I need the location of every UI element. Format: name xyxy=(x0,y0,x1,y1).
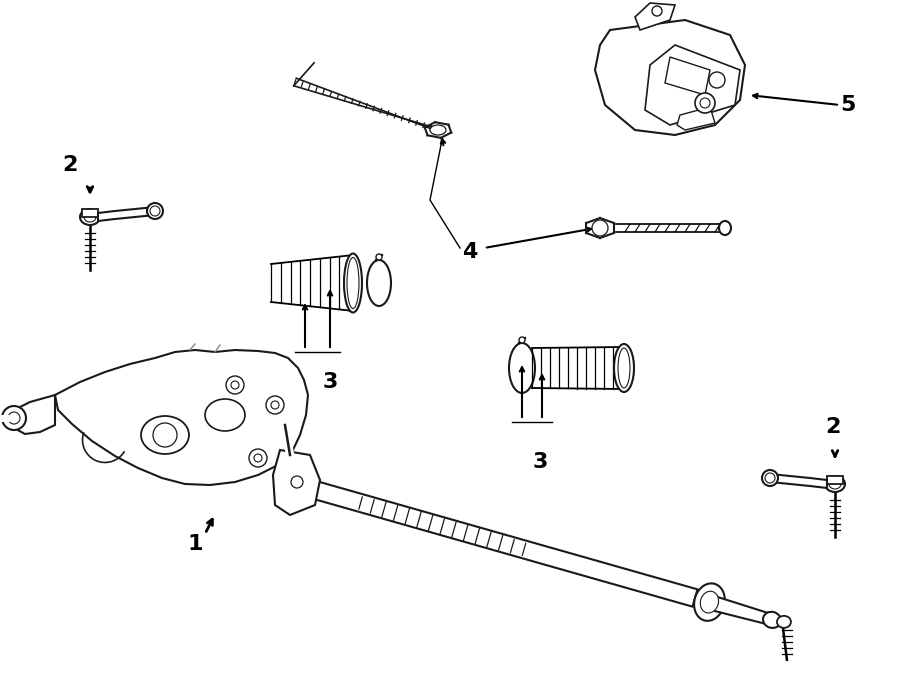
Ellipse shape xyxy=(825,476,845,492)
Circle shape xyxy=(291,476,303,488)
Ellipse shape xyxy=(765,473,775,483)
Polygon shape xyxy=(665,57,710,95)
Text: 1: 1 xyxy=(187,534,202,554)
Ellipse shape xyxy=(829,479,841,489)
Polygon shape xyxy=(273,450,320,515)
Ellipse shape xyxy=(618,348,630,388)
Polygon shape xyxy=(98,207,155,221)
Circle shape xyxy=(652,6,662,16)
Polygon shape xyxy=(312,481,698,607)
Ellipse shape xyxy=(150,206,160,216)
Ellipse shape xyxy=(347,258,359,308)
Circle shape xyxy=(271,401,279,409)
Circle shape xyxy=(231,381,239,389)
Polygon shape xyxy=(770,474,827,488)
Ellipse shape xyxy=(694,583,724,621)
Ellipse shape xyxy=(700,591,718,613)
Polygon shape xyxy=(712,597,773,625)
Polygon shape xyxy=(55,350,308,485)
Polygon shape xyxy=(635,3,675,30)
Circle shape xyxy=(709,72,725,88)
Ellipse shape xyxy=(367,260,391,306)
Circle shape xyxy=(153,423,177,447)
Text: 3: 3 xyxy=(322,372,338,392)
Polygon shape xyxy=(12,395,55,434)
Ellipse shape xyxy=(205,399,245,431)
Circle shape xyxy=(254,454,262,462)
Polygon shape xyxy=(827,476,843,484)
Circle shape xyxy=(695,93,715,113)
Ellipse shape xyxy=(777,616,791,628)
Circle shape xyxy=(592,220,608,236)
Circle shape xyxy=(519,337,525,343)
Circle shape xyxy=(700,98,710,108)
Circle shape xyxy=(376,254,382,260)
Circle shape xyxy=(8,412,20,424)
Ellipse shape xyxy=(762,470,778,486)
Circle shape xyxy=(2,406,26,430)
Ellipse shape xyxy=(430,125,446,135)
Polygon shape xyxy=(677,107,715,130)
Polygon shape xyxy=(595,20,745,135)
Circle shape xyxy=(249,449,267,467)
Ellipse shape xyxy=(763,612,781,628)
Ellipse shape xyxy=(147,203,163,219)
Ellipse shape xyxy=(344,254,362,312)
Ellipse shape xyxy=(509,343,535,393)
Ellipse shape xyxy=(719,221,731,235)
Text: 4: 4 xyxy=(463,242,478,262)
Ellipse shape xyxy=(84,212,96,222)
Ellipse shape xyxy=(80,209,100,225)
Circle shape xyxy=(266,396,284,414)
Text: 5: 5 xyxy=(841,95,856,115)
Ellipse shape xyxy=(614,344,634,392)
Text: 3: 3 xyxy=(532,452,548,472)
Polygon shape xyxy=(82,209,98,217)
Text: 2: 2 xyxy=(62,155,77,175)
Circle shape xyxy=(226,376,244,394)
Polygon shape xyxy=(645,45,740,125)
Ellipse shape xyxy=(141,416,189,454)
Text: 2: 2 xyxy=(825,417,841,437)
